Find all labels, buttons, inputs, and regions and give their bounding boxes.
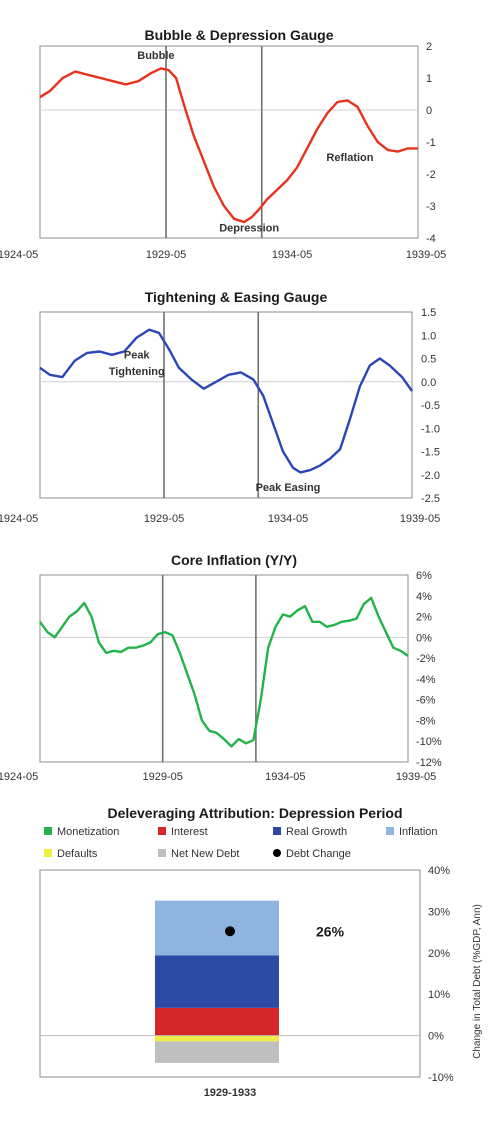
legend-item: Inflation — [386, 826, 438, 838]
annotation: Depression — [219, 223, 279, 235]
y-tick-label: -2.0 — [421, 470, 440, 482]
x-tick-label: 1939-05 — [400, 513, 440, 525]
legend-swatch — [44, 827, 52, 835]
x-tick-label: 1934-05 — [272, 249, 312, 261]
annotation: Reflation — [326, 152, 373, 164]
y-tick-label: 0 — [426, 105, 432, 117]
legend-label: Inflation — [399, 826, 438, 838]
bar-chart: Deleveraging Attribution: Depression Per… — [39, 805, 483, 1099]
y-tick-label: 1 — [426, 73, 432, 85]
y-tick-label: -2.5 — [421, 493, 440, 505]
legend-swatch — [158, 827, 166, 835]
bar-segment — [155, 900, 279, 956]
bar-segment — [155, 955, 279, 1008]
chart-title: Tightening & Easing Gauge — [145, 289, 328, 305]
x-tick-label: 1939-05 — [406, 249, 446, 261]
series-line — [39, 596, 409, 748]
legend-item: Interest — [158, 826, 208, 838]
chart-title: Deleveraging Attribution: Depression Per… — [107, 805, 402, 821]
y-tick-label: -4% — [416, 674, 436, 686]
line-chart-1: Bubble & Depression Gauge 2 1 0 -1 -2 -3 -4 1924… — [0, 27, 446, 261]
legend-item: Defaults — [44, 848, 98, 860]
chart-title: Core Inflation (Y/Y) — [171, 552, 297, 568]
annotation: Tightening — [109, 366, 165, 378]
y-tick-label: 0% — [416, 632, 432, 644]
y-tick-label: 2% — [416, 612, 432, 624]
y-tick-label: -8% — [416, 715, 436, 727]
legend-label: Defaults — [57, 848, 98, 860]
plot-frame — [39, 869, 421, 1078]
y-tick-label: 40% — [428, 865, 450, 877]
y-tick-label: 0.5 — [421, 354, 436, 366]
legend-item: Real Growth — [273, 826, 347, 838]
bar-segment — [155, 1035, 279, 1042]
annotation: Peak Easing — [256, 482, 321, 494]
y-tick-label: -1.5 — [421, 447, 440, 459]
y-tick-label: 0.0 — [421, 377, 436, 389]
legend-swatch — [273, 827, 281, 835]
y-tick-label: -2% — [416, 653, 436, 665]
x-tick-label: 1924-05 — [0, 771, 38, 783]
y-tick-label: 1.0 — [421, 330, 436, 342]
plot-frame — [39, 45, 419, 239]
y-tick-label: -10% — [428, 1072, 454, 1084]
y-tick-label: -3 — [426, 201, 436, 213]
legend-label: Debt Change — [286, 848, 351, 860]
legend-marker — [273, 849, 281, 857]
plot-frame — [39, 574, 409, 763]
y-axis-label: Change in Total Debt (%GDP, Ann) — [472, 904, 483, 1059]
y-tick-label: -12% — [416, 757, 442, 769]
x-tick-label: 1929-05 — [146, 249, 186, 261]
y-tick-label: 20% — [428, 948, 450, 960]
y-tick-label: -1.0 — [421, 423, 440, 435]
y-tick-label: 10% — [428, 989, 450, 1001]
legend-swatch — [386, 827, 394, 835]
x-tick-label: 1929-1933 — [204, 1087, 257, 1099]
y-tick-label: -0.5 — [421, 400, 440, 412]
x-tick-label: 1934-05 — [268, 513, 308, 525]
legend-label: Interest — [171, 826, 208, 838]
x-tick-label: 1924-05 — [0, 513, 38, 525]
y-tick-label: 6% — [416, 570, 432, 582]
y-tick-label: 30% — [428, 906, 450, 918]
legend-item: Debt Change — [273, 848, 351, 860]
x-tick-label: 1934-05 — [265, 771, 305, 783]
line-chart-3: Core Inflation (Y/Y) 6% 4% 2% 0% -2% -4% -6% -8%… — [0, 552, 442, 783]
legend-item: Monetization — [44, 826, 119, 838]
series-line — [39, 67, 418, 224]
bar-segment — [155, 1041, 279, 1063]
legend-swatch — [44, 849, 52, 857]
legend-label: Real Growth — [286, 826, 347, 838]
legend-swatch — [158, 849, 166, 857]
legend-label: Monetization — [57, 826, 119, 838]
x-tick-label: 1929-05 — [142, 771, 182, 783]
legend-label: Net New Debt — [171, 848, 239, 860]
annotation: Peak — [124, 350, 151, 362]
annotation: Bubble — [137, 50, 174, 62]
y-tick-label: -6% — [416, 695, 436, 707]
y-tick-label: 0% — [428, 1031, 444, 1043]
debt-change-dot — [225, 926, 235, 937]
x-tick-label: 1924-05 — [0, 249, 38, 261]
y-tick-label: 1.5 — [421, 307, 436, 319]
x-tick-label: 1939-05 — [396, 771, 436, 783]
y-tick-label: 2 — [426, 41, 432, 53]
chart-title: Bubble & Depression Gauge — [144, 27, 333, 43]
x-tick-label: 1929-05 — [144, 513, 184, 525]
legend-item: Net New Debt — [158, 848, 239, 860]
line-chart-2: Tightening & Easing Gauge 1.5 1.0 0.5 0.0 -0.… — [0, 289, 440, 525]
plot-frame — [39, 311, 413, 499]
y-tick-label: -4 — [426, 233, 436, 245]
y-tick-label: -2 — [426, 169, 436, 181]
y-tick-label: -1 — [426, 137, 436, 149]
series-line — [39, 328, 413, 474]
y-tick-label: 4% — [416, 591, 432, 603]
data-label: 26% — [316, 923, 345, 939]
bar-segment — [155, 1007, 279, 1036]
y-tick-label: -10% — [416, 736, 442, 748]
